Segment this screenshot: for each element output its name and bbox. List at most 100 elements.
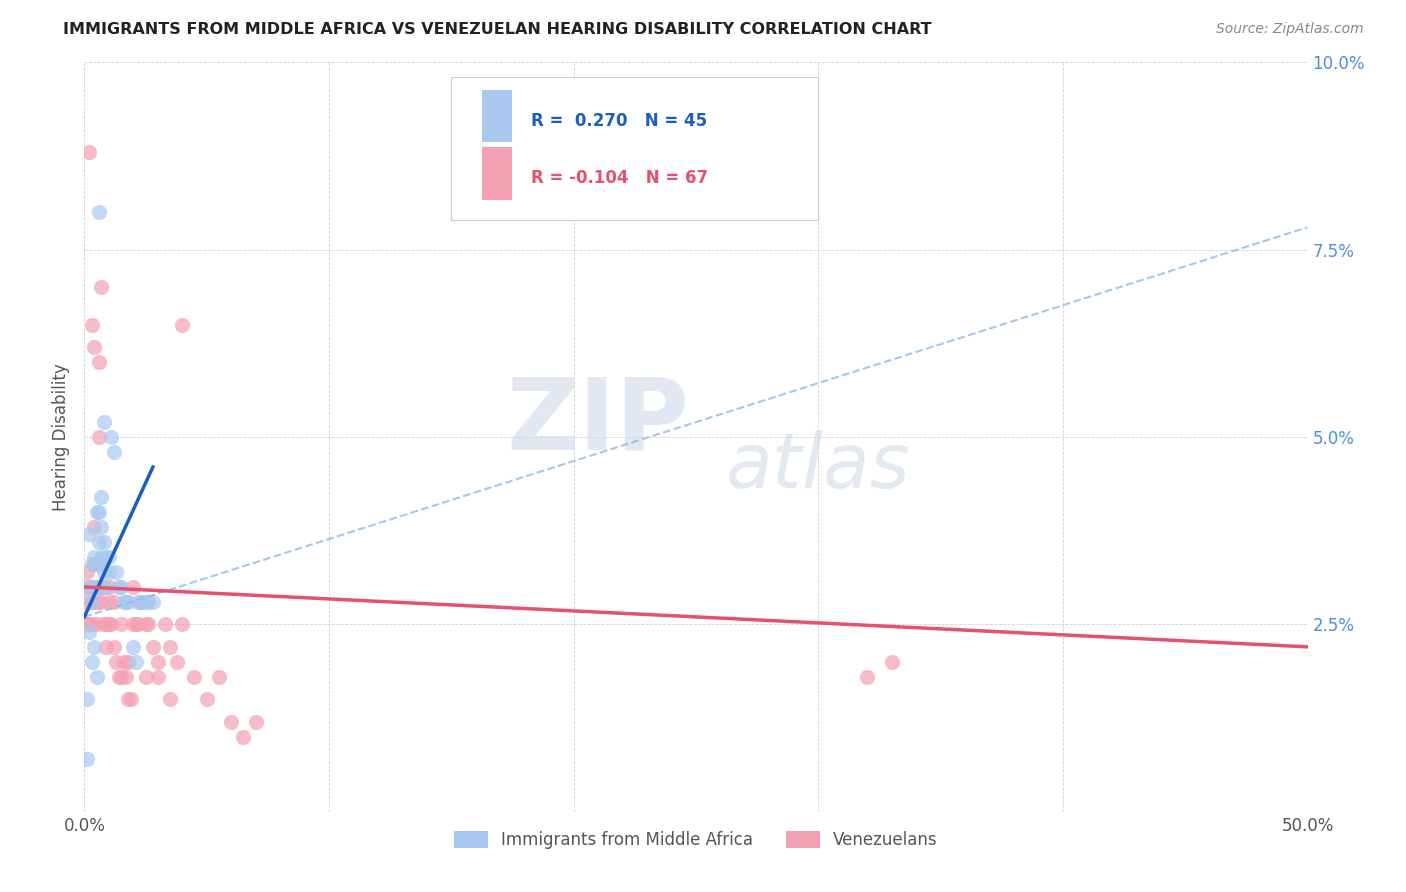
Point	[93, 580, 115, 594]
Point	[93, 535, 115, 549]
Point	[117, 692, 139, 706]
Bar	[482, 147, 513, 200]
Point	[159, 640, 181, 654]
Point	[77, 145, 100, 160]
Point	[153, 617, 176, 632]
Point	[146, 655, 169, 669]
Point	[80, 318, 103, 332]
Point	[76, 752, 98, 766]
Point	[86, 505, 108, 519]
Point	[136, 617, 159, 632]
Point	[87, 355, 110, 369]
Point	[90, 549, 112, 564]
Text: R =  0.270   N = 45: R = 0.270 N = 45	[531, 112, 707, 129]
Point	[166, 655, 188, 669]
Point	[208, 670, 231, 684]
Point	[127, 617, 149, 632]
Point	[142, 595, 165, 609]
Point	[90, 580, 112, 594]
Point	[80, 655, 103, 669]
Point	[86, 580, 108, 594]
Point	[159, 692, 181, 706]
Point	[112, 595, 135, 609]
Point	[107, 580, 129, 594]
Point	[136, 595, 159, 609]
Point	[97, 580, 120, 594]
Point	[129, 595, 152, 609]
Point	[880, 655, 903, 669]
Point	[93, 580, 115, 594]
Point	[135, 670, 157, 684]
Point	[115, 595, 138, 609]
Point	[97, 549, 120, 564]
Point	[90, 490, 112, 504]
Point	[112, 655, 135, 669]
Point	[129, 595, 152, 609]
Point	[83, 520, 105, 534]
Point	[107, 670, 129, 684]
Point	[83, 580, 105, 594]
Point	[86, 558, 108, 572]
Point	[87, 430, 110, 444]
Point	[105, 565, 128, 579]
Text: atlas: atlas	[725, 430, 911, 504]
Point	[96, 580, 118, 594]
Point	[80, 580, 103, 594]
Point	[122, 617, 145, 632]
Point	[122, 580, 145, 594]
Point	[87, 580, 110, 594]
Y-axis label: Hearing Disability: Hearing Disability	[52, 363, 70, 511]
Point	[76, 595, 98, 609]
Text: IMMIGRANTS FROM MIDDLE AFRICA VS VENEZUELAN HEARING DISABILITY CORRELATION CHART: IMMIGRANTS FROM MIDDLE AFRICA VS VENEZUE…	[63, 22, 932, 37]
Point	[83, 549, 105, 564]
Point	[90, 580, 112, 594]
Point	[117, 595, 139, 609]
Point	[80, 617, 103, 632]
Legend: Immigrants from Middle Africa, Venezuelans: Immigrants from Middle Africa, Venezuela…	[447, 824, 945, 855]
Point	[195, 692, 218, 706]
Point	[100, 430, 122, 444]
Bar	[482, 90, 513, 142]
Point	[76, 617, 98, 632]
Point	[86, 595, 108, 609]
Point	[172, 318, 194, 332]
Point	[76, 580, 98, 594]
Point	[117, 655, 139, 669]
Point	[86, 580, 108, 594]
Point	[93, 415, 115, 429]
Text: Source: ZipAtlas.com: Source: ZipAtlas.com	[1216, 22, 1364, 37]
Point	[122, 640, 145, 654]
Point	[172, 617, 194, 632]
Point	[125, 655, 148, 669]
Point	[219, 714, 242, 729]
Point	[245, 714, 267, 729]
Point	[83, 558, 105, 572]
Point	[83, 340, 105, 354]
Point	[135, 617, 157, 632]
Point	[120, 692, 142, 706]
Point	[103, 445, 125, 459]
Point	[90, 595, 112, 609]
Point	[77, 617, 100, 632]
Point	[110, 617, 132, 632]
Point	[93, 565, 115, 579]
Point	[87, 205, 110, 219]
Point	[76, 692, 98, 706]
Point	[80, 595, 103, 609]
Point	[97, 595, 120, 609]
Point	[97, 565, 120, 579]
Point	[80, 558, 103, 572]
Point	[97, 617, 120, 632]
Point	[77, 580, 100, 594]
Point	[135, 595, 157, 609]
Point	[146, 670, 169, 684]
Point	[87, 535, 110, 549]
Point	[105, 655, 128, 669]
Point	[86, 617, 108, 632]
Point	[110, 580, 132, 594]
Text: ZIP: ZIP	[506, 374, 689, 471]
Point	[96, 640, 118, 654]
Point	[142, 640, 165, 654]
Point	[90, 520, 112, 534]
Point	[96, 617, 118, 632]
